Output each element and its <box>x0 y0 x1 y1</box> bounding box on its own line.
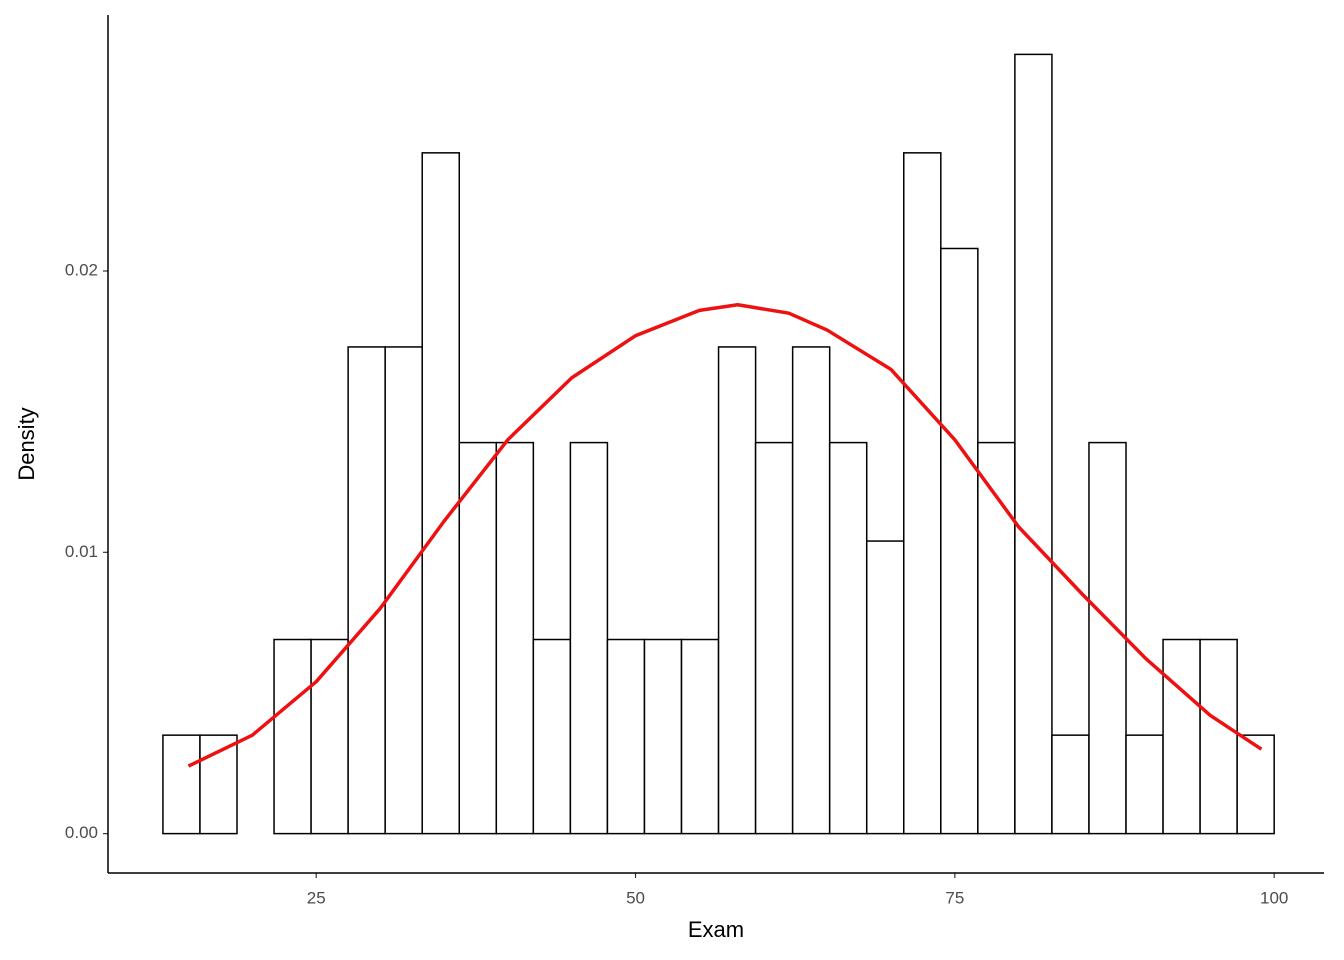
bar <box>162 734 201 835</box>
bar <box>643 638 683 835</box>
x-tick-label: 75 <box>945 888 964 907</box>
bar <box>1051 734 1090 835</box>
y-tick-label: 0.02 <box>65 260 98 279</box>
bar <box>347 346 386 835</box>
bar <box>606 638 646 835</box>
bar <box>940 247 979 835</box>
bar <box>384 346 423 835</box>
y-tick-label: 0.01 <box>65 542 98 561</box>
bar <box>754 441 794 835</box>
bar <box>717 346 757 835</box>
bar <box>569 441 609 835</box>
bar <box>903 152 942 835</box>
x-tick-label: 100 <box>1260 888 1288 907</box>
bar <box>1088 441 1127 835</box>
bar <box>532 638 572 835</box>
bar <box>977 441 1016 835</box>
x-tick-label: 50 <box>626 888 645 907</box>
bar <box>865 540 905 835</box>
x-tick-label: 25 <box>307 888 326 907</box>
bar <box>1162 638 1201 835</box>
bar <box>458 441 498 835</box>
bar <box>495 441 535 835</box>
y-tick-label: 0.00 <box>65 823 98 842</box>
x-axis-title: Exam <box>688 917 744 942</box>
y-axis-title: Density <box>14 407 39 480</box>
bar <box>680 638 720 835</box>
bar <box>310 638 349 835</box>
bar <box>791 346 831 835</box>
bar <box>828 441 868 835</box>
bar <box>1125 734 1164 835</box>
density-curve <box>187 303 1263 768</box>
bar <box>1236 734 1275 835</box>
bar <box>1199 638 1238 835</box>
bar <box>273 638 312 835</box>
bar <box>1014 53 1053 835</box>
bar <box>421 152 461 835</box>
